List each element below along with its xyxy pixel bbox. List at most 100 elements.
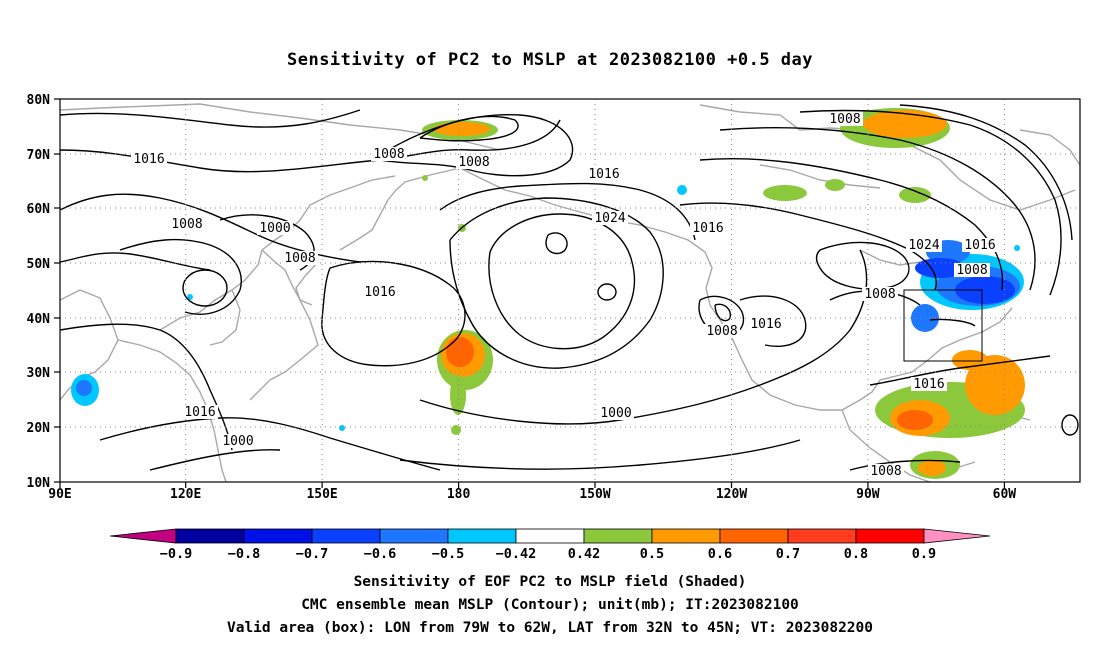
contour-label-bg <box>690 221 726 235</box>
contour-label-bg <box>962 238 998 252</box>
contour-label: 1008 <box>864 287 895 302</box>
colorbar-label: −0.7 <box>296 546 329 562</box>
colorbar-label: 0.9 <box>912 546 936 562</box>
negative-patch <box>187 294 193 300</box>
contour-label-bg <box>598 406 634 420</box>
colorbar-label: 0.6 <box>708 546 732 562</box>
map-frame <box>59 98 1081 483</box>
contour-label-bg <box>827 112 863 126</box>
y-tick-label: 80N <box>27 93 51 108</box>
contour-label-bg <box>220 434 256 448</box>
contour-label-bg <box>371 147 407 161</box>
contour-label-bg <box>456 155 492 169</box>
x-tick-label: 180 <box>447 487 471 502</box>
colorbar-segment <box>651 528 721 544</box>
y-tick-label: 70N <box>27 148 51 163</box>
negative-patch <box>677 185 687 195</box>
y-tick-label: 20N <box>27 421 51 436</box>
contour-label: 1008 <box>706 324 737 339</box>
contour-label-bg <box>592 211 628 225</box>
positive-patch <box>446 337 474 367</box>
chart-title: Sensitivity of PC2 to MSLP at 2023082100… <box>286 50 813 70</box>
contour-label: 1008 <box>829 112 860 127</box>
colorbar-segment <box>311 528 381 544</box>
contour-label-bg <box>131 152 167 166</box>
positive-patch <box>422 175 428 181</box>
contour-label: 1000 <box>600 406 631 421</box>
negative-patch <box>76 380 92 396</box>
valid-area-box <box>903 289 983 362</box>
x-tick-label: 120W <box>716 487 747 502</box>
colorbar-segment <box>787 528 857 544</box>
colorbar-label: −0.42 <box>496 546 537 562</box>
colorbar-segment <box>175 528 245 544</box>
y-tick-label: 50N <box>27 257 51 272</box>
colorbar-label: −0.6 <box>364 546 397 562</box>
contour-labels: 1016 1008 1008 1008 1000 1008 1016 1016 1024 1016… <box>131 112 998 479</box>
contour-label: 1016 <box>913 377 944 392</box>
footer-line-2: CMC ensemble mean MSLP (Contour); unit(m… <box>301 597 799 613</box>
negative-patch <box>955 276 1015 304</box>
contour-label: 1008 <box>284 251 315 266</box>
lat-lon-grid <box>60 99 1080 482</box>
colorbar-segment <box>855 528 925 544</box>
colorbar-label: −0.9 <box>160 546 193 562</box>
contour-label-bg <box>748 317 784 331</box>
colorbar-segment <box>447 528 517 544</box>
contour-label-bg <box>257 221 293 235</box>
positive-patch <box>918 460 946 476</box>
contour-label-bg <box>862 287 898 301</box>
y-tick-label: 40N <box>27 312 51 327</box>
contour-label-bg <box>282 251 318 265</box>
colorbar-label: 0.5 <box>640 546 664 562</box>
colorbar-label: 0.42 <box>568 546 601 562</box>
contour-label: 1024 <box>908 238 939 253</box>
contour-label-bg <box>182 405 218 419</box>
positive-patch <box>825 179 845 191</box>
y-tick-label: 10N <box>27 476 51 491</box>
x-tick-label: 60W <box>993 487 1017 502</box>
colorbar-segment <box>515 528 585 544</box>
contour-label-bg <box>586 167 622 181</box>
y-tick-label: 60N <box>27 202 51 217</box>
positive-patch <box>434 122 490 136</box>
colorbar-segment <box>243 528 313 544</box>
colorbar-segment <box>719 528 789 544</box>
contour-label: 1016 <box>364 285 395 300</box>
colorbar-segment <box>583 528 653 544</box>
contour-label-bg <box>362 285 398 299</box>
colorbar: −0.9 −0.8 −0.7 −0.6 −0.5 −0.42 0.42 0.5 0.6 0.7 0.… <box>109 528 991 562</box>
contour-label: 1008 <box>171 217 202 232</box>
contour-label: 1016 <box>184 405 215 420</box>
contour-label: 1016 <box>692 221 723 236</box>
positive-patch <box>965 355 1025 415</box>
colorbar-extend-min <box>109 528 177 544</box>
positive-patch <box>899 187 931 203</box>
x-tick-label: 120E <box>170 487 201 502</box>
contour-label: 1008 <box>373 147 404 162</box>
mslp-contours <box>60 104 1079 471</box>
positive-patch <box>863 110 947 138</box>
colorbar-segment <box>379 528 449 544</box>
contour-label: 1016 <box>750 317 781 332</box>
axis-ticks <box>54 98 1006 488</box>
x-tick-label: 150W <box>579 487 610 502</box>
contour-label: 1000 <box>222 434 253 449</box>
negative-patch <box>1014 245 1020 251</box>
contour-label: 1016 <box>964 238 995 253</box>
contour-label: 1008 <box>458 155 489 170</box>
contour-label: 1024 <box>594 211 625 226</box>
footer-line-1: Sensitivity of EOF PC2 to MSLP field (Sh… <box>353 574 747 590</box>
contour-label: 1016 <box>588 167 619 182</box>
positive-patch <box>763 185 807 201</box>
colorbar-label: 0.7 <box>776 546 800 562</box>
contour-label-bg <box>954 263 990 277</box>
contour-label: 1016 <box>133 152 164 167</box>
positive-patch <box>450 375 466 415</box>
colorbar-label: 0.8 <box>844 546 868 562</box>
x-tick-label: 90E <box>48 487 71 502</box>
contour-label: 1008 <box>956 263 987 278</box>
contour-label-bg <box>911 377 947 391</box>
positive-patch <box>451 425 461 435</box>
